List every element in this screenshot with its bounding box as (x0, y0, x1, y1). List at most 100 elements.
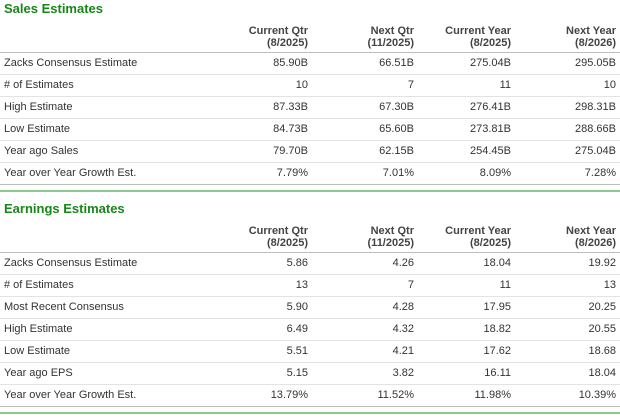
cell-value: 7.79% (208, 162, 312, 185)
cell-value: 4.26 (312, 252, 418, 275)
table-row: # of Estimates 10 7 11 10 (0, 74, 620, 97)
column-header-period: (8/2025) (267, 37, 308, 49)
cell-value: 4.21 (312, 340, 418, 363)
cell-value: 11.98% (418, 384, 515, 407)
table-row: Low Estimate 5.51 4.21 17.62 18.68 (0, 340, 620, 363)
table-row: # of Estimates 13 7 11 13 (0, 274, 620, 297)
cell-value: 298.31B (515, 96, 620, 119)
column-header-next-qtr: Next Qtr (11/2025) (312, 225, 418, 253)
column-header-label: Current Qtr (248, 25, 308, 37)
row-label: Year over Year Growth Est. (0, 384, 208, 407)
cell-value: 6.49 (208, 318, 312, 341)
column-header-period: (8/2025) (470, 37, 511, 49)
cell-value: 254.45B (418, 140, 515, 163)
row-label: Most Recent Consensus (0, 296, 208, 319)
column-header-next-year: Next Year (8/2026) (515, 225, 620, 253)
cell-value: 273.81B (418, 118, 515, 141)
cell-value: 7.01% (312, 162, 418, 185)
column-header-period: (8/2026) (575, 237, 616, 249)
cell-value: 5.86 (208, 252, 312, 275)
earnings-estimates-table: Current Qtr (8/2025) Next Qtr (11/2025) … (0, 225, 620, 407)
table-row: Most Recent Consensus 5.90 4.28 17.95 20… (0, 296, 620, 319)
row-label: # of Estimates (0, 74, 208, 97)
column-header-label: Next Qtr (370, 225, 414, 237)
cell-value: 4.28 (312, 296, 418, 319)
empty-header-cell (0, 225, 208, 253)
column-header-period: (11/2025) (367, 37, 414, 49)
row-label: Year over Year Growth Est. (0, 162, 208, 185)
cell-value: 7.28% (515, 162, 620, 185)
column-header-current-year: Current Year (8/2025) (418, 25, 515, 53)
cell-value: 84.73B (208, 118, 312, 141)
table-row: Year over Year Growth Est. 13.79% 11.52%… (0, 384, 620, 407)
column-header-next-year: Next Year (8/2026) (515, 25, 620, 53)
empty-header-cell (0, 25, 208, 53)
table-row: Low Estimate 84.73B 65.60B 273.81B 288.6… (0, 118, 620, 141)
row-label: Year ago Sales (0, 140, 208, 163)
cell-value: 13 (515, 274, 620, 297)
table-row: Year ago EPS 5.15 3.82 16.11 18.04 (0, 362, 620, 385)
cell-value: 13.79% (208, 384, 312, 407)
column-header-period: (8/2025) (267, 237, 308, 249)
row-label: Year ago EPS (0, 362, 208, 385)
column-header-label: Next Year (566, 225, 616, 237)
cell-value: 3.82 (312, 362, 418, 385)
table-row: Year over Year Growth Est. 7.79% 7.01% 8… (0, 162, 620, 185)
cell-value: 16.11 (418, 362, 515, 385)
row-label: High Estimate (0, 318, 208, 341)
cell-value: 20.25 (515, 296, 620, 319)
cell-value: 18.82 (418, 318, 515, 341)
row-label: # of Estimates (0, 274, 208, 297)
row-label: Zacks Consensus Estimate (0, 252, 208, 275)
column-header-label: Next Year (566, 25, 616, 37)
row-label: Zacks Consensus Estimate (0, 52, 208, 75)
cell-value: 276.41B (418, 96, 515, 119)
cell-value: 8.09% (418, 162, 515, 185)
cell-value: 5.51 (208, 340, 312, 363)
cell-value: 67.30B (312, 96, 418, 119)
table-row: Year ago Sales 79.70B 62.15B 254.45B 275… (0, 140, 620, 163)
cell-value: 62.15B (312, 140, 418, 163)
cell-value: 10 (515, 74, 620, 97)
cell-value: 11 (418, 274, 515, 297)
cell-value: 295.05B (515, 52, 620, 75)
cell-value: 10 (208, 74, 312, 97)
cell-value: 7 (312, 74, 418, 97)
cell-value: 275.04B (418, 52, 515, 75)
bottom-divider (0, 412, 620, 414)
cell-value: 10.39% (515, 384, 620, 407)
table-row: Zacks Consensus Estimate 85.90B 66.51B 2… (0, 52, 620, 75)
column-header-next-qtr: Next Qtr (11/2025) (312, 25, 418, 53)
column-header-period: (8/2026) (575, 37, 616, 49)
cell-value: 275.04B (515, 140, 620, 163)
cell-value: 85.90B (208, 52, 312, 75)
cell-value: 79.70B (208, 140, 312, 163)
cell-value: 17.95 (418, 296, 515, 319)
cell-value: 13 (208, 274, 312, 297)
column-header-label: Next Qtr (370, 25, 414, 37)
column-header-current-qtr: Current Qtr (8/2025) (208, 25, 312, 53)
sales-header-row: Current Qtr (8/2025) Next Qtr (11/2025) … (0, 25, 620, 53)
cell-value: 19.92 (515, 252, 620, 275)
cell-value: 18.04 (515, 362, 620, 385)
cell-value: 65.60B (312, 118, 418, 141)
column-header-label: Current Year (445, 25, 511, 37)
cell-value: 11 (418, 74, 515, 97)
row-label: Low Estimate (0, 340, 208, 363)
cell-value: 4.32 (312, 318, 418, 341)
cell-value: 288.66B (515, 118, 620, 141)
earnings-header-row: Current Qtr (8/2025) Next Qtr (11/2025) … (0, 225, 620, 253)
earnings-estimates-title: Earnings Estimates (4, 201, 125, 216)
column-header-period: (8/2025) (470, 237, 511, 249)
column-header-current-qtr: Current Qtr (8/2025) (208, 225, 312, 253)
column-header-current-year: Current Year (8/2025) (418, 225, 515, 253)
sales-estimates-title: Sales Estimates (4, 1, 104, 16)
cell-value: 11.52% (312, 384, 418, 407)
row-label: Low Estimate (0, 118, 208, 141)
cell-value: 18.68 (515, 340, 620, 363)
column-header-label: Current Qtr (248, 225, 308, 237)
cell-value: 5.90 (208, 296, 312, 319)
cell-value: 5.15 (208, 362, 312, 385)
cell-value: 87.33B (208, 96, 312, 119)
